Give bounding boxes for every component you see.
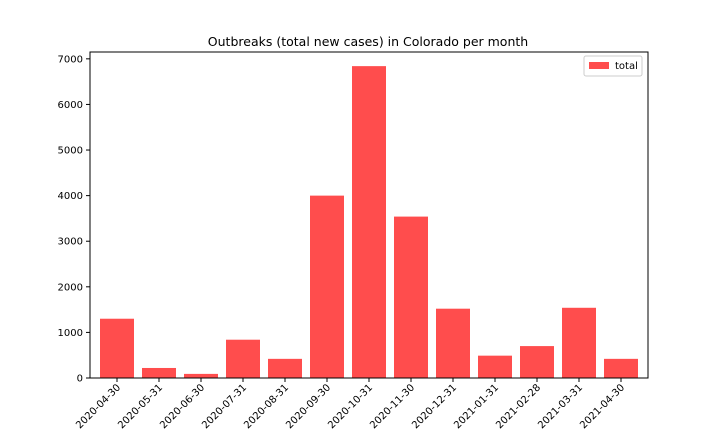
y-tick-label: 6000 bbox=[58, 100, 83, 111]
y-tick-label: 3000 bbox=[58, 237, 83, 248]
y-tick-label: 4000 bbox=[58, 191, 83, 202]
y-axis: 0 1000 2000 3000 4000 5000 6000 7000 bbox=[58, 54, 90, 385]
y-tick-label: 7000 bbox=[58, 54, 83, 65]
bar-2020-04-30 bbox=[100, 318, 134, 378]
plot-frame bbox=[89, 51, 649, 379]
y-tick-label: 1000 bbox=[58, 328, 83, 339]
y-tick-label: 2000 bbox=[58, 282, 83, 293]
bar-2020-10-31 bbox=[352, 66, 386, 378]
bars-layer bbox=[100, 66, 638, 378]
x-tick-label: 2021-04-30 bbox=[578, 382, 627, 431]
y-tick-label: 0 bbox=[77, 374, 83, 385]
bar-2020-05-31 bbox=[142, 367, 176, 378]
bar-2020-06-30 bbox=[184, 373, 218, 378]
bar-2021-03-31 bbox=[562, 307, 596, 378]
bar-2020-09-30 bbox=[310, 195, 344, 378]
legend-label-total: total bbox=[615, 61, 638, 72]
x-axis: 2020-04-302020-05-312020-06-302020-07-31… bbox=[74, 378, 627, 431]
legend: total bbox=[583, 55, 643, 77]
bar-2020-11-30 bbox=[394, 216, 428, 378]
bar-2021-02-28 bbox=[520, 346, 554, 378]
chart-title: Outbreaks (total new cases) in Colorado … bbox=[208, 34, 528, 49]
bar-2020-08-31 bbox=[268, 358, 302, 378]
bar-2020-07-31 bbox=[226, 339, 260, 378]
bar-2020-12-31 bbox=[436, 308, 470, 378]
bar-2021-01-31 bbox=[478, 355, 512, 378]
legend-swatch-total bbox=[589, 62, 609, 69]
y-tick-label: 5000 bbox=[58, 146, 83, 157]
legend-box bbox=[583, 55, 643, 77]
bar-2021-04-30 bbox=[604, 358, 638, 378]
